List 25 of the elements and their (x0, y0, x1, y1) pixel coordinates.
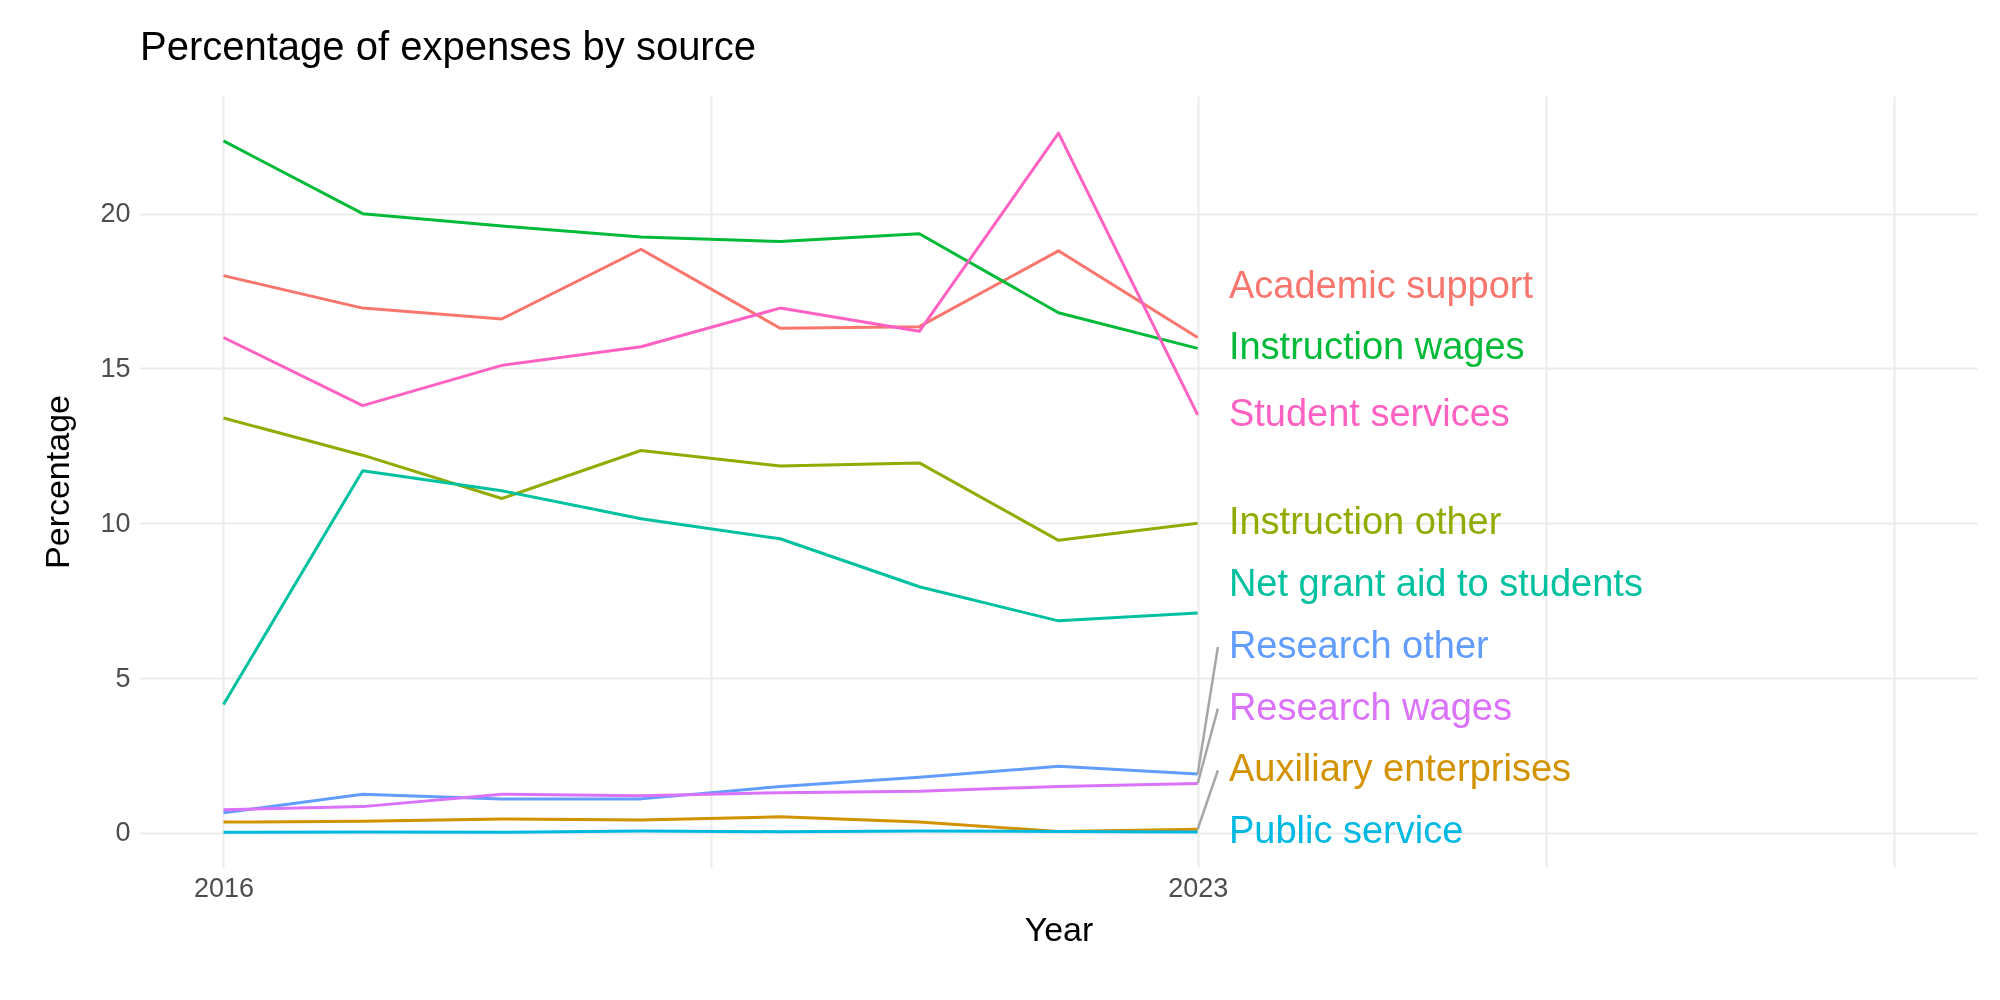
chart-title: Percentage of expenses by source (140, 24, 756, 68)
line-series (222, 139, 1200, 350)
x-tick-label: 2023 (1168, 872, 1229, 903)
x-tick-label: 2016 (193, 872, 255, 903)
series-label: Academic support (1228, 263, 1534, 306)
series-label: Student services (1228, 391, 1510, 434)
series-label: Auxiliary enterprises (1228, 747, 1572, 790)
series-label: Net grant aid to students (1228, 562, 1643, 605)
x-axis-title: Year (1024, 909, 1094, 948)
text: Research other (1228, 623, 1490, 666)
y-axis-title: Percentage (38, 395, 77, 569)
series-label: Research wages (1228, 685, 1512, 728)
y-tick-label: 0 (115, 817, 131, 848)
y-tick-label: 5 (115, 662, 131, 693)
line-series (222, 781, 1200, 812)
line-series (222, 131, 1200, 417)
series-label: Instruction wages (1228, 325, 1525, 368)
y-tick-label: 15 (100, 352, 131, 383)
y-tick-label: 20 (100, 198, 131, 229)
series-label: Public service (1228, 809, 1464, 852)
series-label: Instruction other (1228, 500, 1502, 543)
y-tick-label: 10 (100, 507, 131, 538)
line-series (222, 247, 1200, 340)
line-series (222, 416, 1200, 542)
line-series (222, 469, 1200, 706)
